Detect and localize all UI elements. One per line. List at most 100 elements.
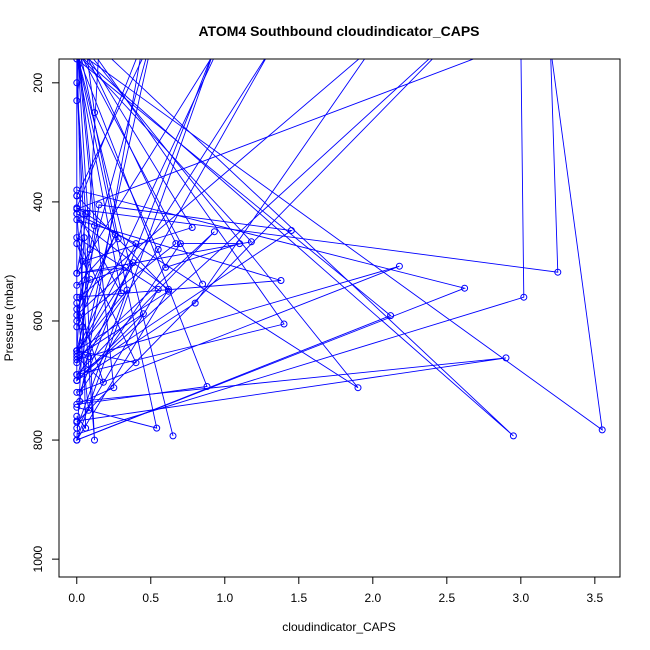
series-line: [76, 59, 507, 422]
data-point: [123, 286, 131, 294]
data-point: [154, 285, 162, 293]
data-point: [73, 240, 81, 248]
data-point: [86, 275, 94, 283]
data-point: [73, 400, 81, 408]
data-point: [99, 378, 107, 386]
data-point: [81, 32, 87, 38]
data-point: [154, 246, 162, 253]
data-point: [148, 38, 154, 44]
data-point: [95, 201, 103, 209]
x-tick-label: 1.0: [216, 591, 233, 605]
data-point: [461, 284, 469, 292]
series-line: [75, 59, 214, 429]
data-point: [140, 38, 146, 44]
data-point: [74, 32, 80, 38]
data-point: [277, 277, 285, 284]
data-point: [91, 436, 98, 444]
data-point: [172, 240, 180, 248]
data-point: [269, 44, 275, 50]
data-point: [247, 238, 255, 246]
data-point: [520, 293, 528, 301]
data-point: [547, 44, 553, 50]
y-axis: 200 400 600 800 1000: [31, 72, 60, 572]
y-axis-label: Pressure (mbar): [2, 275, 16, 362]
data-point: [73, 377, 81, 384]
data-point: [148, 44, 154, 50]
y-tick-label: 1000: [31, 545, 45, 572]
data-point: [74, 32, 80, 38]
x-axis: 0.0 0.5 1.0 1.5 2.0 2.5 3.0 3.5: [68, 576, 604, 605]
data-point: [73, 424, 81, 432]
data-point: [370, 44, 376, 50]
data-point: [153, 424, 161, 432]
series-line: [76, 59, 603, 435]
y-tick-label: 800: [31, 430, 45, 450]
data-point: [176, 240, 184, 248]
data-point: [165, 285, 172, 293]
data-point: [191, 299, 199, 307]
data-point: [74, 50, 80, 56]
data-point: [219, 38, 225, 44]
data-point: [82, 210, 90, 218]
x-tick-label: 0.0: [68, 591, 85, 605]
data-point: [85, 353, 93, 361]
data-point: [74, 35, 80, 41]
series-line: [75, 59, 434, 423]
data-point: [73, 186, 81, 194]
data-point: [214, 38, 220, 44]
data-point: [73, 305, 81, 313]
data-point: [73, 59, 81, 63]
data-point: [74, 26, 80, 32]
data-point: [73, 347, 81, 355]
x-tick-label: 3.5: [586, 591, 603, 605]
y-tick-label: 400: [31, 192, 45, 212]
data-point: [502, 354, 510, 362]
data-point: [509, 432, 517, 440]
data-point: [280, 320, 288, 328]
data-point: [77, 50, 83, 56]
data-point: [554, 268, 562, 276]
data-point: [132, 359, 140, 367]
data-point: [73, 210, 81, 218]
data-point: [518, 38, 524, 44]
data-point: [387, 312, 395, 320]
data-point: [73, 269, 81, 277]
data-point: [74, 50, 80, 56]
data-point: [395, 262, 403, 270]
x-tick-label: 2.0: [364, 591, 381, 605]
data-point: [110, 384, 118, 392]
series-line: [76, 59, 366, 382]
data-point: [73, 281, 81, 289]
data-point: [203, 383, 211, 390]
y-tick-label: 200: [31, 72, 45, 92]
data-point: [354, 384, 362, 392]
x-tick-label: 0.5: [142, 591, 159, 605]
series-line: [75, 59, 392, 442]
data-point: [169, 432, 177, 440]
data-point: [74, 38, 80, 44]
data-point: [188, 224, 196, 231]
x-tick-label: 3.0: [512, 591, 529, 605]
data-point: [73, 79, 81, 87]
series-group: [73, 26, 606, 444]
data-point: [111, 231, 119, 239]
data-point: [139, 310, 147, 318]
chart-title: ATOM4 Southbound cloudindicator_CAPS: [198, 23, 479, 39]
data-point: [210, 228, 218, 236]
data-point: [85, 406, 93, 414]
series-line: [76, 59, 177, 323]
data-point: [129, 259, 137, 267]
data-point: [73, 403, 81, 411]
x-tick-label: 1.5: [290, 591, 307, 605]
y-tick-label: 600: [31, 311, 45, 331]
x-tick-label: 2.5: [438, 591, 455, 605]
data-point: [96, 44, 102, 50]
x-axis-label: cloudindicator_CAPS: [282, 620, 395, 634]
data-point: [73, 412, 81, 420]
series-line: [76, 59, 514, 441]
plot-frame: [58, 58, 621, 578]
data-point: [598, 426, 606, 434]
data-point: [74, 50, 80, 56]
data-point: [79, 323, 87, 331]
